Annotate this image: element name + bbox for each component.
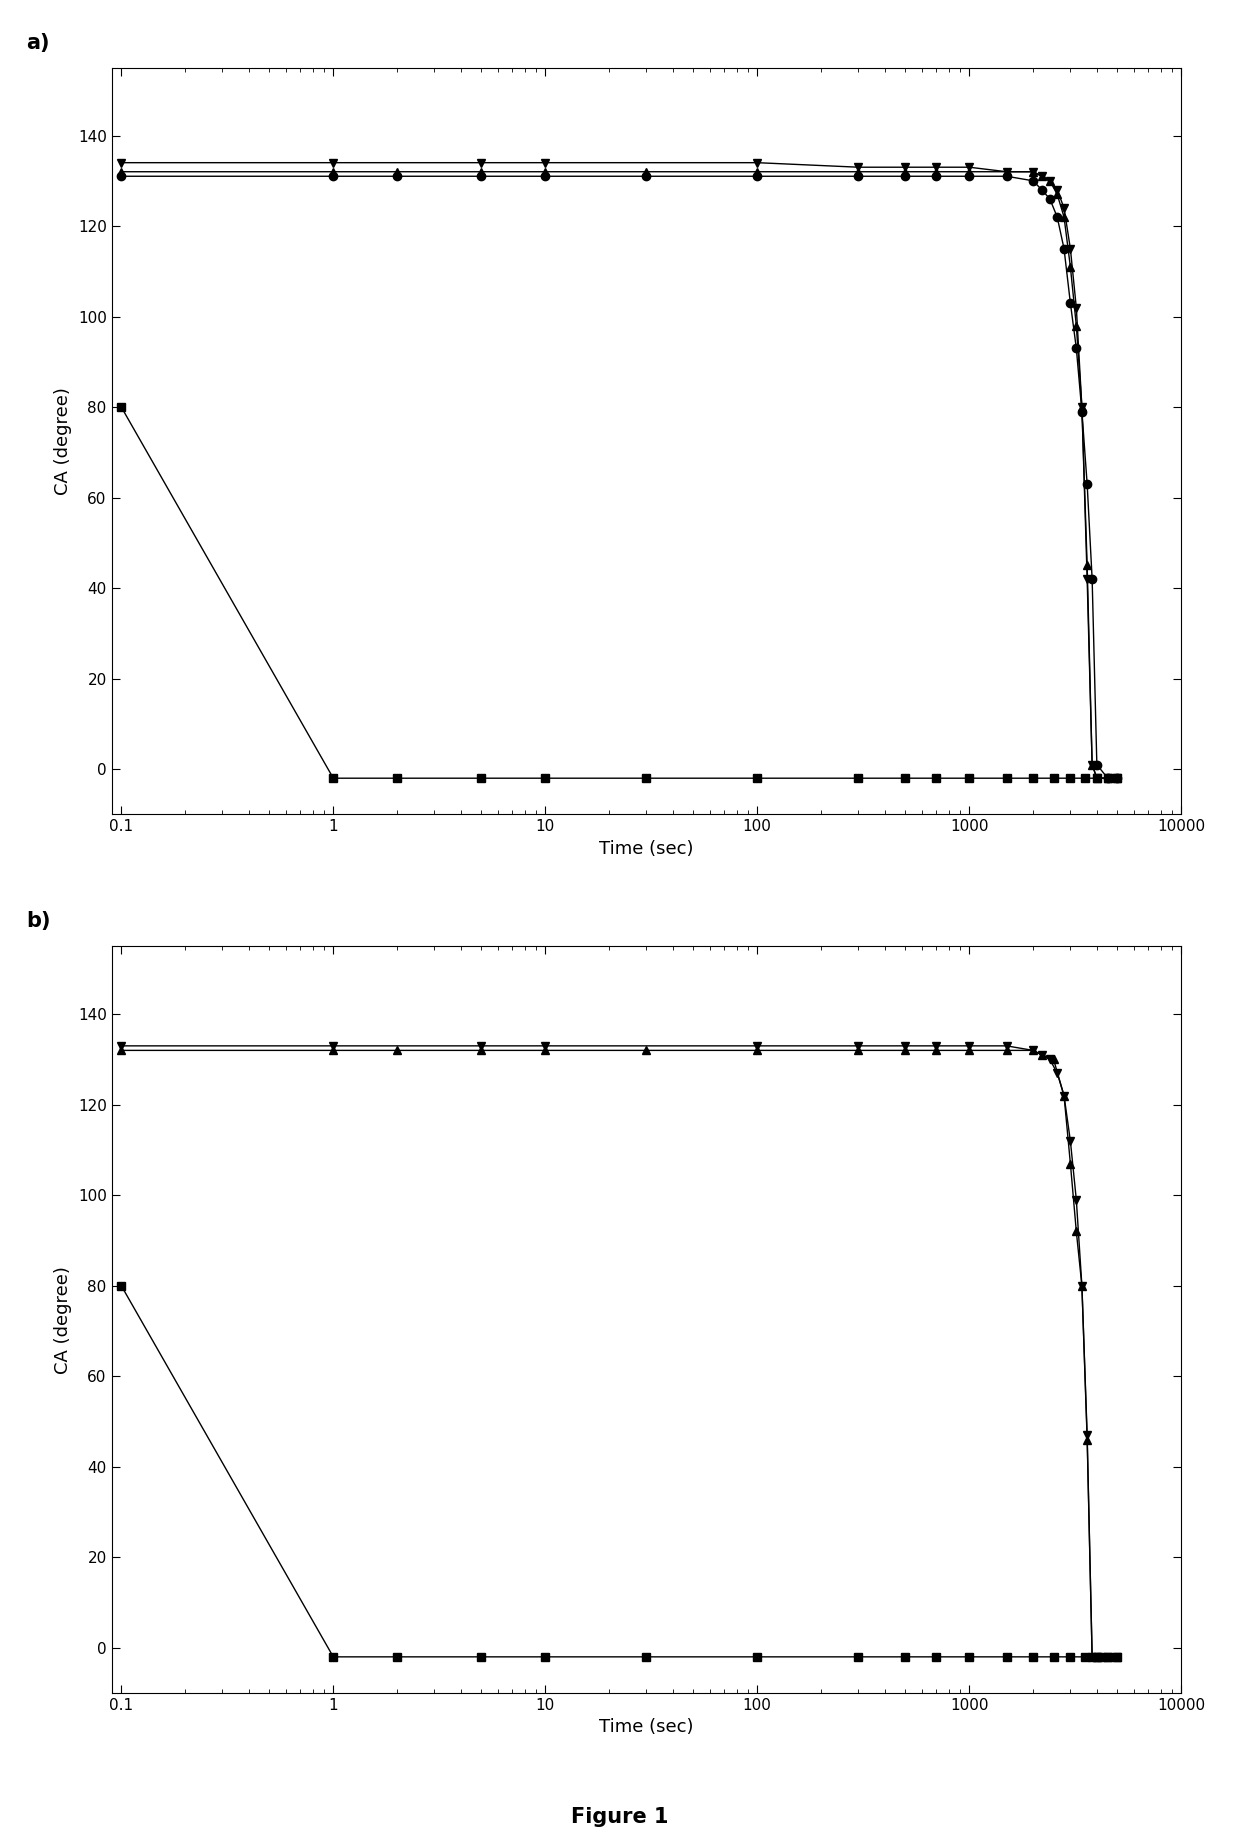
Text: Figure 1: Figure 1 [572, 1806, 668, 1827]
Y-axis label: CA (degree): CA (degree) [55, 1266, 72, 1375]
Y-axis label: CA (degree): CA (degree) [55, 387, 72, 494]
X-axis label: Time (sec): Time (sec) [599, 839, 693, 858]
Text: a): a) [26, 33, 50, 54]
X-axis label: Time (sec): Time (sec) [599, 1718, 693, 1736]
Text: b): b) [26, 911, 51, 932]
